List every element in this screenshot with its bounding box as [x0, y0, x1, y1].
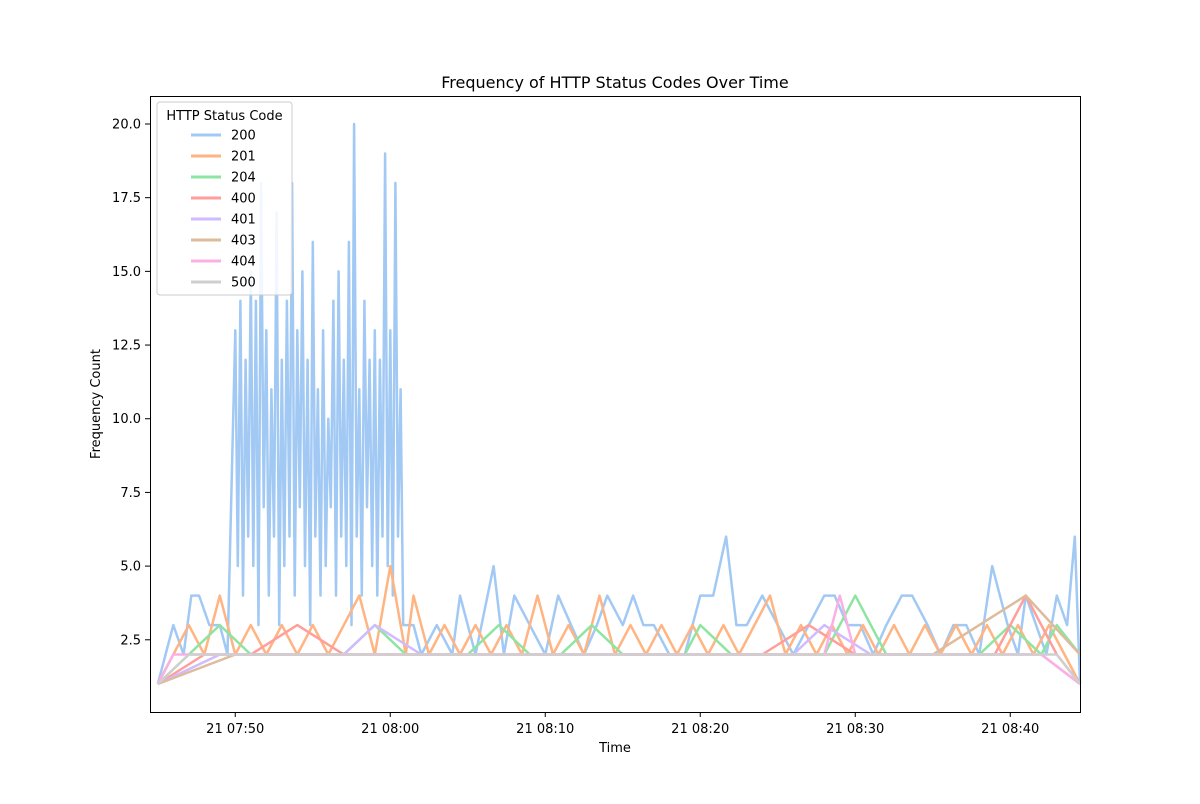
series-line-400: [157, 594, 1081, 686]
series-line-404: [156, 594, 1081, 685]
legend-title: HTTP Status Code: [166, 109, 282, 124]
y-tick-label: 20.0: [112, 118, 141, 133]
legend-label-400: 400: [231, 192, 256, 207]
y-tick-label: 2.5: [120, 633, 141, 648]
legend-label-403: 403: [231, 234, 256, 249]
y-tick-label: 10.0: [112, 412, 141, 427]
y-axis-label: Frequency Count: [89, 349, 104, 459]
chart-title: Frequency of HTTP Status Codes Over Time: [441, 73, 788, 92]
series-line-500: [156, 653, 1081, 685]
y-tick-label: 17.5: [112, 191, 141, 206]
legend-label-200: 200: [231, 129, 256, 144]
legend-label-404: 404: [231, 255, 256, 270]
plot-frame: [150, 96, 1081, 713]
y-tick-label: 5.0: [120, 560, 141, 575]
legend-label-201: 201: [231, 150, 256, 165]
legend-frame: [156, 101, 293, 296]
legend: HTTP Status Code 200 201 204 400 401 403 404 50…: [156, 101, 293, 296]
series-line-403: [157, 594, 1081, 686]
series-line-204: [156, 594, 1081, 685]
legend-label-500: 500: [231, 276, 256, 291]
series-line-200: [156, 122, 1082, 685]
series-layer: [156, 122, 1082, 686]
x-tick-label: 21 08:40: [981, 722, 1039, 737]
legend-label-204: 204: [231, 171, 256, 186]
y-axis: 2.5 5.0 7.5 10.0 12.5 15.0 17.5 20.0: [112, 118, 150, 648]
x-tick-label: 21 08:10: [516, 722, 574, 737]
legend-items: 200 201 204 400 401 403 404 500: [191, 129, 256, 291]
x-axis: 21 07:50 21 08:00 21 08:10 21 08:20 21 08:30…: [206, 712, 1039, 737]
x-axis-label: Time: [598, 741, 631, 756]
x-tick-label: 21 08:30: [826, 722, 884, 737]
x-tick-label: 21 07:50: [206, 722, 264, 737]
y-tick-label: 15.0: [112, 265, 141, 280]
legend-label-401: 401: [231, 213, 256, 228]
y-tick-label: 7.5: [120, 486, 141, 501]
x-tick-label: 21 08:20: [671, 722, 729, 737]
y-tick-label: 12.5: [112, 339, 141, 354]
x-tick-label: 21 08:00: [361, 722, 419, 737]
